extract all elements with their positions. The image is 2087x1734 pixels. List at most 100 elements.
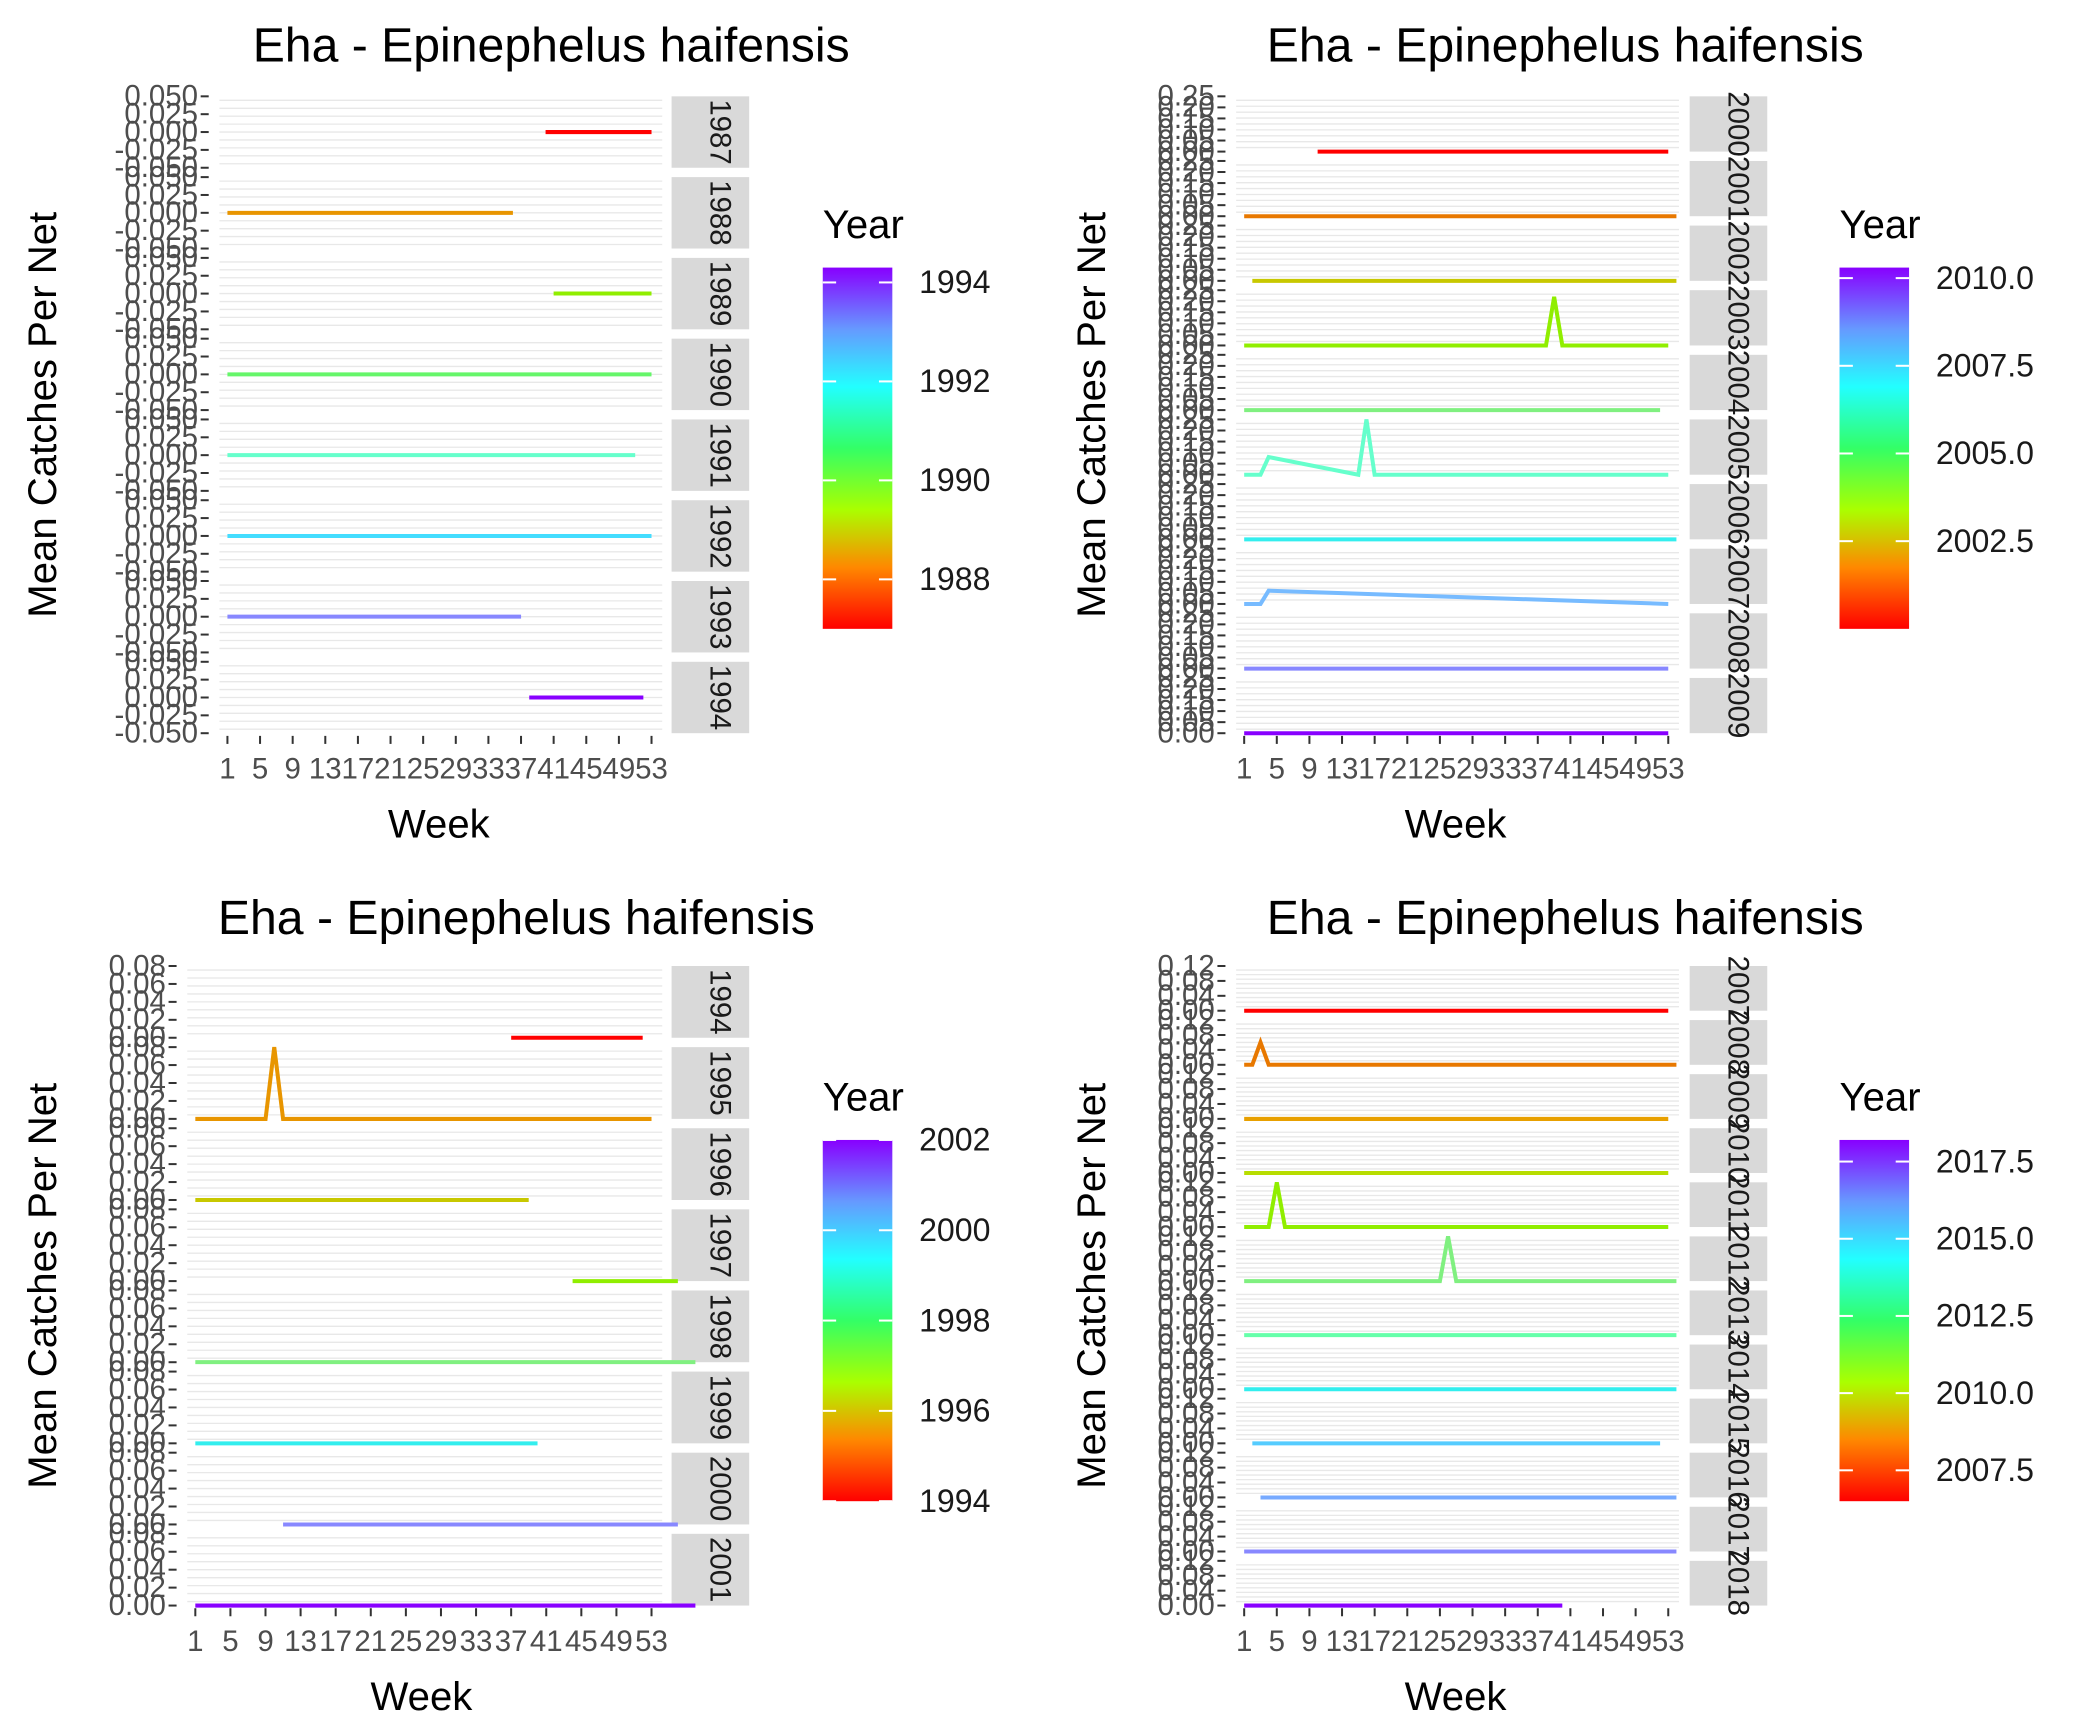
y-tick-label: -0.025 [115, 618, 198, 651]
y-axis-label: Mean Catches Per Net [20, 212, 65, 618]
y-tick-label: -0.050 [115, 232, 198, 265]
x-tick-label: 49 [600, 1625, 633, 1658]
x-tick-label: 13 [1326, 753, 1359, 786]
facet-strip-label: 1997 [703, 1212, 736, 1277]
facet-strip-label: 1988 [703, 180, 736, 245]
y-tick-label: 0.15 [1157, 425, 1214, 458]
facet-strip-label: 2013 [1721, 1280, 1754, 1345]
facet-strip [1689, 1074, 1768, 1119]
y-tick-label: 0.00 [1157, 200, 1214, 233]
y-tick-label: 0.00 [109, 1021, 166, 1054]
y-tick-label: 0.04 [1157, 1574, 1214, 1607]
y-tick-label: 0.08 [1157, 1397, 1214, 1430]
y-tick-label: 0.00 [1157, 717, 1214, 750]
x-axis-label: Week [1405, 802, 1508, 847]
y-tick-label: 0.08 [1157, 1451, 1214, 1484]
facet-panel-2012: 0.000.040.080.12 2012 [1157, 1220, 1768, 1297]
y-tick-label: 0.00 [1157, 1102, 1214, 1135]
series-line-2003 [1244, 296, 1669, 348]
y-tick-label: 0.04 [1157, 1141, 1214, 1174]
facet-panel-2005: 0.000.050.100.150.200.25 2005 [1157, 403, 1768, 491]
y-tick-label: 0.00 [1157, 1048, 1214, 1081]
y-tick-label: 0.10 [1157, 177, 1214, 210]
y-tick-label: 0.05 [1157, 253, 1214, 286]
x-tick-label: 5 [252, 753, 268, 786]
facet-strip [1689, 1128, 1768, 1173]
legend-label: 2012.5 [1936, 1298, 2034, 1334]
y-tick-label: 0.12 [1157, 1544, 1214, 1577]
facet-strip [1689, 1236, 1768, 1282]
legend-label: 2002 [919, 1122, 990, 1158]
facet-panel-2008: 0.000.040.080.12 2008 [1157, 1003, 1768, 1081]
x-tick-label: 45 [1587, 1625, 1620, 1658]
y-tick-label: 0.12 [1157, 1436, 1214, 1469]
y-tick-label: 0.10 [1157, 242, 1214, 275]
y-tick-label: 0.15 [1157, 490, 1214, 523]
facet-strip [671, 500, 750, 572]
x-tick-label: 1 [1236, 1625, 1252, 1658]
facet-strip [671, 1290, 750, 1363]
y-tick-label: 0.00 [109, 1346, 166, 1379]
y-tick-label: 0.02 [109, 1247, 166, 1280]
legend-label: 1998 [919, 1302, 990, 1338]
y-tick-label: -0.050 [115, 151, 198, 184]
facet-strip [1689, 1290, 1768, 1336]
y-tick-label: 0.025 [124, 340, 198, 373]
facet-panel-2011: 0.000.040.080.12 2011 [1157, 1166, 1768, 1243]
y-tick-label: 0.10 [1157, 630, 1214, 663]
x-tick-label: 25 [1424, 753, 1457, 786]
x-axis-label: Week [1405, 1674, 1508, 1719]
x-tick-label: 17 [1358, 753, 1391, 786]
facet-panel-2000: 0.000.050.100.150.200.25 2000 [1157, 80, 1768, 168]
y-tick-label: 0.050 [124, 645, 198, 678]
facet-panel-1997: 0.000.020.040.060.08 1997 [109, 1193, 750, 1297]
x-tick-label: 1 [219, 753, 235, 786]
facet-panel-2007: 0.000.050.100.150.200.25 2007 [1157, 532, 1768, 620]
facet-panel-2016: 0.000.040.080.12 2016 [1157, 1436, 1768, 1514]
legend-label: 1994 [919, 264, 990, 300]
y-axis-label: Mean Catches Per Net [1069, 1083, 1114, 1489]
y-tick-label: 0.06 [109, 1048, 166, 1081]
y-tick-label: 0.00 [109, 1508, 166, 1541]
y-tick-label: 0.00 [1157, 1373, 1214, 1406]
x-tick-label: 17 [342, 753, 375, 786]
y-tick-label: -0.025 [115, 376, 198, 409]
y-tick-label: 0.04 [109, 1391, 166, 1424]
legend-label: 1996 [919, 1393, 990, 1429]
y-tick-label: 0.08 [1157, 1018, 1214, 1051]
facet-strip [1689, 1506, 1768, 1552]
facet-panel-2000: 0.000.020.040.060.08 2000 [109, 1436, 750, 1541]
y-tick-label: 0.05 [1157, 189, 1214, 222]
y-tick-label: 0.10 [1157, 113, 1214, 146]
facet-strip-label: 2004 [1721, 350, 1754, 415]
legend-label: 1992 [919, 363, 990, 399]
legend-label: 1988 [919, 561, 990, 597]
y-tick-label: 0.00 [1157, 264, 1214, 297]
y-tick-label: -0.050 [115, 717, 198, 750]
y-tick-label: 0.08 [109, 1193, 166, 1226]
y-tick-label: 0.20 [1157, 349, 1214, 382]
y-tick-label: 0.15 [1157, 554, 1214, 587]
x-tick-label: 25 [390, 1625, 423, 1658]
x-tick-label: 33 [1489, 1625, 1522, 1658]
y-tick-label: 0.12 [1157, 1274, 1214, 1307]
y-tick-label: 0.050 [124, 80, 198, 113]
facet-strip-label: 2001 [1721, 156, 1754, 221]
x-tick-label: 21 [1391, 753, 1424, 786]
facet-strip-label: 1989 [703, 261, 736, 326]
facet-panel-2014: 0.000.040.080.12 2014 [1157, 1328, 1768, 1406]
x-tick-label: 5 [1269, 753, 1285, 786]
y-tick-label: 0.02 [109, 1571, 166, 1604]
y-tick-label: 0.04 [109, 1066, 166, 1099]
y-tick-label: 0.00 [1157, 1319, 1214, 1352]
facet-strip-label: 2009 [1721, 1064, 1754, 1129]
facet-strip-label: 2000 [1721, 91, 1754, 156]
y-tick-label: 0.08 [109, 1436, 166, 1469]
facet-strip [1689, 1560, 1768, 1606]
y-tick-label: 0.25 [1157, 80, 1214, 113]
y-tick-label: 0.00 [1157, 523, 1214, 556]
y-tick-label: 0.15 [1157, 683, 1214, 716]
